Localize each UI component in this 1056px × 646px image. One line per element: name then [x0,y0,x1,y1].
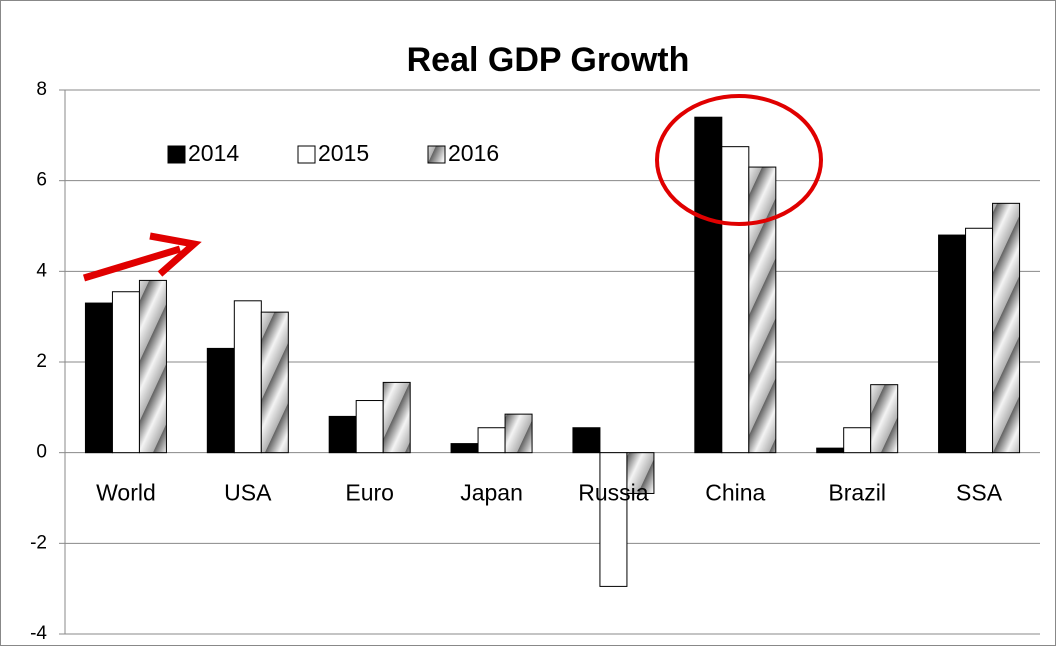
y-tick-label: 0 [36,442,47,463]
y-tick-label: 6 [36,170,47,191]
bar [965,227,994,454]
x-tick-label: SSA [956,480,1003,506]
bar [111,291,140,454]
bar [870,384,899,454]
bar [992,202,1021,454]
y-tick-label: -2 [30,532,47,553]
x-tick-label: China [705,480,765,506]
bar [355,400,384,454]
legend-label: 2014 [188,140,239,166]
bar [477,427,506,454]
bar [233,300,262,454]
bar [328,415,357,454]
bar [816,447,845,454]
chart-title: Real GDP Growth [407,41,690,79]
bar [843,427,872,454]
arrow-head [149,232,202,277]
legend-swatch [297,145,316,164]
highlight-circle [655,94,823,226]
x-tick-label: Euro [345,480,394,506]
x-tick-label: Japan [460,480,523,506]
bar [84,302,113,454]
bar [748,166,777,454]
bar [626,452,655,494]
legend-label: 2015 [318,140,369,166]
y-tick-label: -4 [30,623,47,644]
x-tick-label: Brazil [828,480,886,506]
bar [572,427,601,454]
x-tick-label: Russia [578,480,649,506]
bar [450,443,479,454]
bar [138,279,167,454]
legend-label: 2016 [448,140,499,166]
arrow-shaft [82,245,182,282]
bar [694,116,723,454]
bar [721,146,750,454]
bar [504,413,533,454]
legend-swatch [167,145,186,164]
bar [260,311,289,454]
y-tick-label: 2 [36,351,47,372]
bar [382,381,411,454]
bar [206,347,235,454]
y-tick-label: 8 [36,79,47,100]
bar [599,452,628,587]
x-tick-label: World [96,480,156,506]
bar [938,234,967,454]
legend-swatch [427,145,446,164]
y-tick-label: 4 [36,260,47,281]
x-tick-label: USA [224,480,272,506]
